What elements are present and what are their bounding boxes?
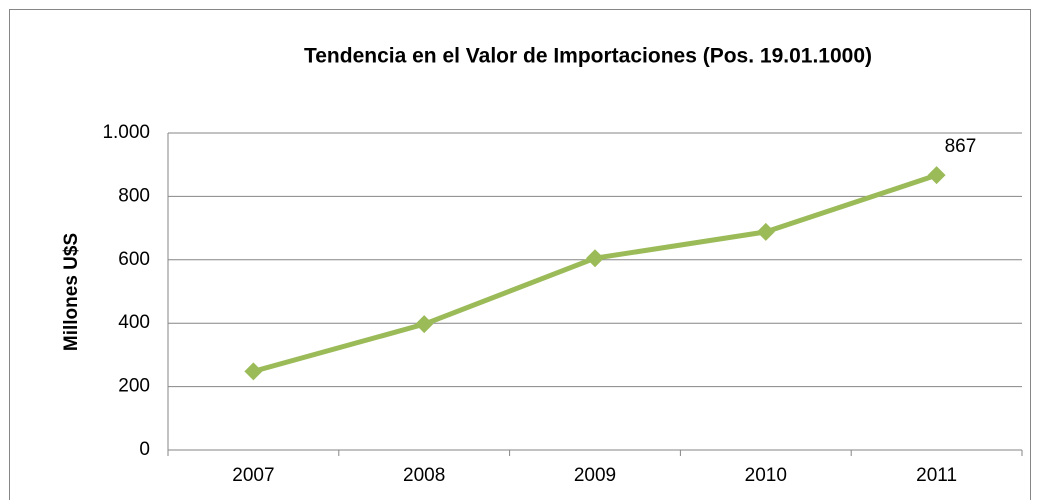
point-marker [756,222,775,241]
x-tick-label: 2010 [745,465,787,486]
x-tick-label: 2009 [574,465,616,486]
y-tick-label: 400 [118,312,150,333]
y-tick-label: 600 [118,249,150,270]
y-axis-label: Millones U$S [61,233,82,351]
x-tick-label: 2007 [232,465,274,486]
data-label: 867 [945,136,977,157]
x-tick-label: 2011 [916,465,957,486]
y-tick-label: 1.000 [102,122,150,143]
point-marker [415,315,434,334]
chart-title: Tendencia en el Valor de Importaciones (… [304,45,872,68]
y-tick-label: 200 [118,376,150,397]
point-marker [586,249,604,268]
point-marker [244,362,263,381]
point-marker [927,166,946,185]
chart-frame [9,9,1031,500]
y-tick-label: 0 [139,439,150,460]
x-tick-label: 2008 [403,465,445,486]
y-tick-label: 800 [118,185,150,206]
